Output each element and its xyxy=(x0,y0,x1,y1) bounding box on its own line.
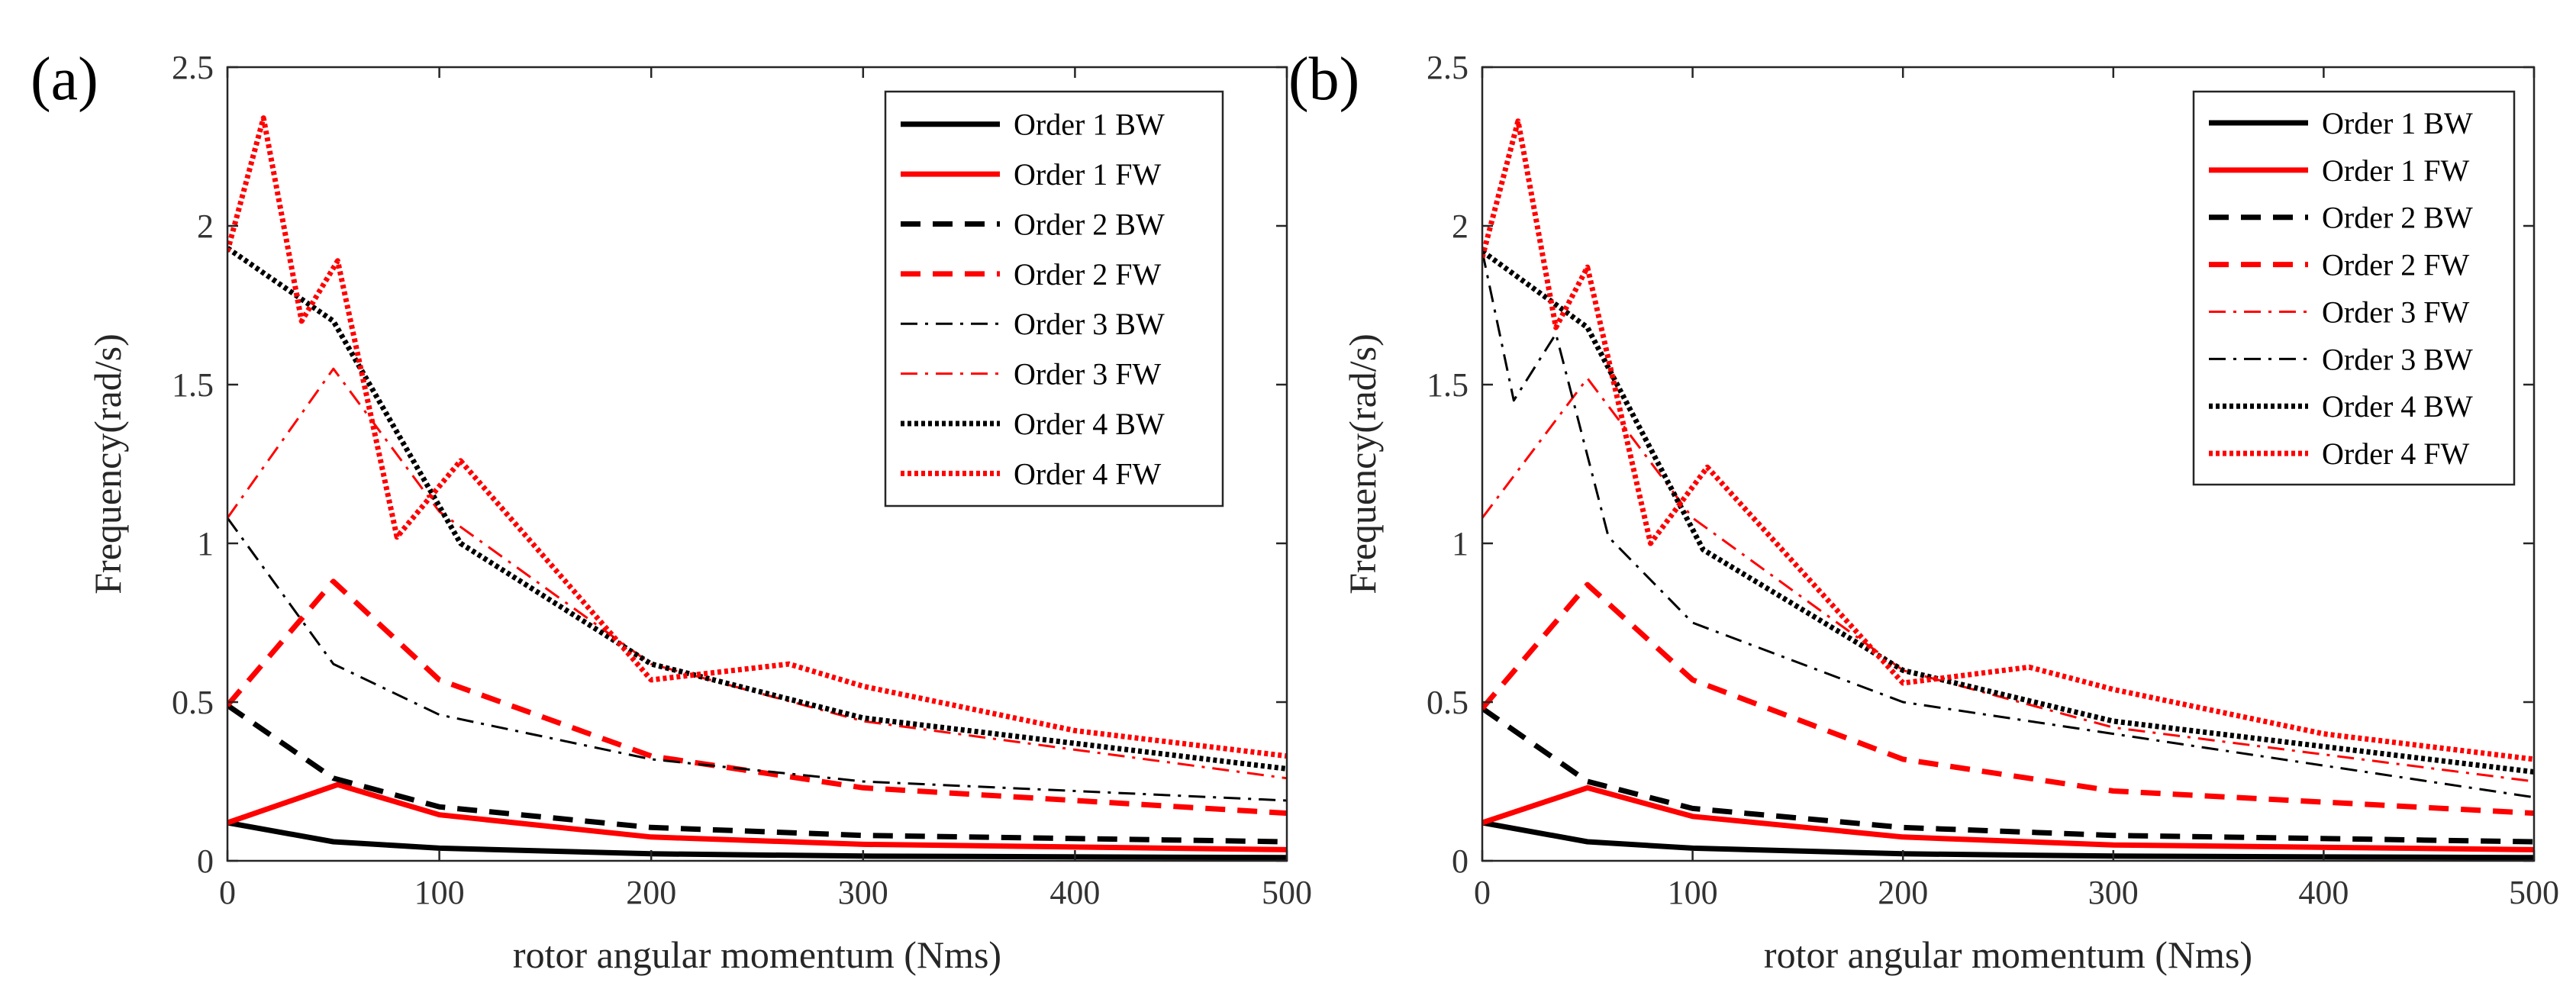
x-tick-label: 0 xyxy=(219,874,236,911)
x-tick-label: 300 xyxy=(2088,874,2139,911)
legend-label: Order 1 FW xyxy=(2322,153,2470,188)
series-line-order-3-fw xyxy=(227,367,1287,780)
series-line-order-4-fw xyxy=(227,115,1287,759)
series-line-order-1-fw xyxy=(227,781,1287,852)
series-line-order-1-bw xyxy=(227,820,1287,861)
legend-label: Order 2 BW xyxy=(1014,207,1165,241)
legend-label: Order 4 BW xyxy=(1014,407,1165,441)
y-tick-label: 1 xyxy=(197,525,214,562)
x-tick-label: 400 xyxy=(2298,874,2349,911)
legend-label: Order 1 BW xyxy=(1014,108,1165,142)
legend: Order 1 BW Order 1 FW Order 2 BW Order 2 FW… xyxy=(884,90,1224,507)
y-tick-label: 2.5 xyxy=(172,49,214,86)
legend-label: Order 1 BW xyxy=(2322,106,2473,140)
panel-b: 0 100 200 300 400 500 0 0.5 1 1.5 2 2.5 rotor angula… xyxy=(1288,46,2559,976)
y-axis-label: Frequency(rad/s) xyxy=(86,333,129,594)
y-tick-label: 1.5 xyxy=(1427,366,1469,404)
legend-label: Order 2 FW xyxy=(2322,248,2470,282)
legend-label: Order 3 BW xyxy=(2322,342,2473,376)
panel-a: 0 100 200 300 400 500 0 0.5 1 1.5 2 2.5 rotor angula… xyxy=(31,46,1312,976)
series-line-order-4-fw xyxy=(1482,118,2534,762)
series-line-order-1-bw xyxy=(1482,820,2534,861)
legend-box xyxy=(884,90,1224,507)
y-tick-label: 2.5 xyxy=(1427,49,1469,86)
axes-box xyxy=(226,66,1288,862)
x-axis-label: rotor angular momentum (Nms) xyxy=(1764,933,2252,976)
legend-label: Order 3 FW xyxy=(2322,295,2470,329)
series-line-order-3-bw xyxy=(227,517,1287,802)
y-tick-label: 0 xyxy=(197,843,214,880)
x-tick-label: 300 xyxy=(838,874,888,911)
series-line-order-2-bw xyxy=(227,703,1287,845)
x-axis-label: rotor angular momentum (Nms) xyxy=(513,933,1001,976)
series-line-order-1-fw xyxy=(1482,785,2534,852)
panel-label: (b) xyxy=(1288,46,1359,113)
axes-box xyxy=(1481,66,2536,862)
y-tick-label: 2 xyxy=(197,208,214,245)
y-axis-label: Frequency(rad/s) xyxy=(1341,333,1384,594)
y-tick-label: 0 xyxy=(1452,843,1469,880)
series-line-order-3-bw xyxy=(1482,250,2534,799)
legend-label: Order 3 FW xyxy=(1014,357,1162,391)
x-tick-label: 100 xyxy=(414,874,465,911)
x-tick-label: 500 xyxy=(2509,874,2559,911)
x-tick-label: 200 xyxy=(1878,874,1928,911)
y-tick-label: 1.5 xyxy=(172,366,214,404)
legend-box xyxy=(2192,90,2516,486)
series-group xyxy=(1482,118,2534,861)
series-line-order-3-fw xyxy=(1482,377,2534,783)
series-line-order-2-fw xyxy=(227,578,1287,817)
legend-label: Order 2 FW xyxy=(1014,257,1162,292)
series-line-order-4-bw xyxy=(227,246,1287,772)
y-tick-label: 0.5 xyxy=(172,684,214,721)
legend: Order 1 BW Order 1 FW Order 2 BW Order 2 FW… xyxy=(2192,90,2516,486)
legend-label: Order 3 BW xyxy=(1014,307,1165,341)
panel-label: (a) xyxy=(31,46,98,113)
y-tick-label: 0.5 xyxy=(1427,684,1469,721)
y-tick-label: 2 xyxy=(1452,208,1469,245)
x-tick-label: 400 xyxy=(1049,874,1100,911)
y-tick-label: 1 xyxy=(1452,525,1469,562)
series-line-order-4-bw xyxy=(1482,249,2534,775)
legend-label: Order 4 BW xyxy=(2322,389,2473,424)
x-tick-label: 500 xyxy=(1262,874,1312,911)
x-tick-label: 200 xyxy=(626,874,676,911)
series-group xyxy=(227,115,1287,861)
series-line-order-2-bw xyxy=(1482,706,2534,845)
x-tick-label: 0 xyxy=(1474,874,1491,911)
legend-label: Order 4 FW xyxy=(1014,456,1162,491)
legend-label: Order 2 BW xyxy=(2322,201,2473,235)
legend-label: Order 4 FW xyxy=(2322,437,2470,471)
series-line-order-2-fw xyxy=(1482,582,2534,817)
x-tick-label: 100 xyxy=(1668,874,1718,911)
legend-label: Order 1 FW xyxy=(1014,157,1162,192)
